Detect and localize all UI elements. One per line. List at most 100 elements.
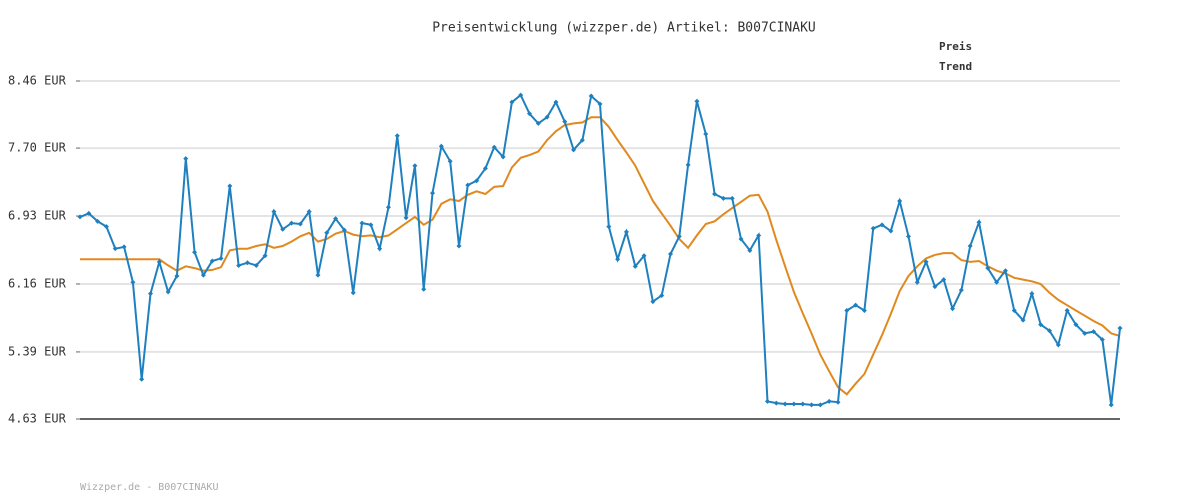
point-marker [747, 247, 753, 253]
point-marker [200, 272, 206, 278]
point-marker [826, 398, 832, 404]
point-marker [764, 398, 770, 404]
chart-title: Preisentwicklung (wizzper.de) Artikel: B… [432, 21, 816, 36]
point-marker [518, 92, 524, 98]
point-marker [341, 227, 347, 233]
point-marker [394, 133, 400, 139]
point-marker [791, 401, 797, 407]
point-marker [1082, 330, 1088, 336]
point-marker [377, 246, 383, 252]
point-marker [817, 402, 823, 408]
point-marker [1046, 328, 1052, 334]
point-marker [1064, 307, 1070, 313]
point-marker [289, 220, 295, 226]
point-marker [1091, 329, 1097, 335]
point-marker [888, 228, 894, 234]
point-marker [227, 183, 233, 189]
point-marker [412, 163, 418, 169]
point-marker [447, 158, 453, 164]
point-marker [738, 236, 744, 242]
point-marker [500, 154, 506, 160]
point-marker [879, 222, 885, 228]
point-marker [350, 290, 356, 296]
point-marker [103, 224, 109, 230]
point-marker [271, 209, 277, 215]
point-marker [976, 219, 982, 225]
point-marker [782, 401, 788, 407]
point-marker [1108, 402, 1114, 408]
point-marker [385, 204, 391, 210]
point-marker [712, 191, 718, 197]
point-marker [985, 265, 991, 271]
point-marker [553, 99, 559, 105]
point-marker [861, 307, 867, 313]
point-marker [509, 99, 515, 105]
point-marker [438, 143, 444, 149]
point-marker [1099, 337, 1105, 343]
point-marker [756, 232, 762, 238]
point-marker [139, 376, 145, 382]
point-marker [544, 114, 550, 120]
y-tick-label: 7.70 EUR [8, 141, 67, 155]
point-marker [465, 182, 471, 188]
point-marker [1038, 322, 1044, 328]
point-marker [183, 156, 189, 162]
point-marker [482, 165, 488, 171]
point-marker [571, 147, 577, 153]
point-marker [729, 195, 735, 201]
point-marker [914, 279, 920, 285]
point-marker [86, 210, 92, 216]
y-tick-label: 5.39 EUR [8, 344, 67, 358]
point-marker [148, 291, 154, 297]
point-marker [359, 220, 365, 226]
point-marker [192, 249, 198, 255]
point-marker [236, 262, 242, 268]
point-marker [95, 218, 101, 224]
point-marker [112, 246, 118, 252]
point-marker [941, 277, 947, 283]
point-marker [403, 215, 409, 221]
point-marker [685, 162, 691, 168]
point-marker [632, 263, 638, 269]
point-marker [853, 302, 859, 308]
point-marker [297, 221, 303, 227]
y-tick-label: 6.16 EUR [8, 276, 67, 290]
point-marker [121, 244, 127, 250]
point-marker [720, 195, 726, 201]
point-marker [333, 216, 339, 222]
point-marker [676, 233, 682, 239]
point-marker [1011, 307, 1017, 313]
point-marker [209, 258, 215, 264]
point-marker [562, 119, 568, 125]
point-marker [130, 279, 136, 285]
point-marker [77, 214, 83, 220]
point-marker [218, 255, 224, 261]
point-marker [967, 243, 973, 249]
point-marker [280, 226, 286, 232]
point-marker [306, 209, 312, 215]
point-marker [253, 262, 259, 268]
point-marker [641, 253, 647, 259]
point-marker [1002, 268, 1008, 274]
point-marker [615, 256, 621, 262]
point-marker [1117, 325, 1123, 331]
point-marker [244, 260, 250, 266]
point-marker [1073, 322, 1079, 328]
point-marker [923, 259, 929, 265]
y-tick-label: 6.93 EUR [8, 209, 67, 223]
y-tick-label: 8.46 EUR [8, 74, 67, 88]
point-marker [421, 286, 427, 292]
point-marker [1029, 291, 1035, 297]
point-marker [315, 272, 321, 278]
point-marker [659, 292, 665, 298]
point-marker [597, 101, 603, 107]
legend-label: Preis [939, 40, 972, 53]
point-marker [579, 137, 585, 143]
point-marker [668, 251, 674, 257]
point-marker [368, 222, 374, 228]
point-marker [324, 230, 330, 236]
point-marker [694, 98, 700, 104]
point-marker [932, 284, 938, 290]
